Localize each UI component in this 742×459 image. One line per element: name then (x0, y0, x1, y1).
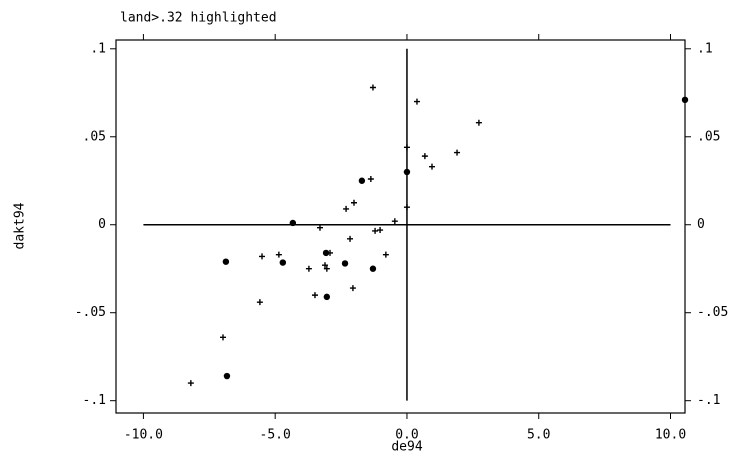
point (347, 235, 354, 242)
x-tick-label: 10.0 (655, 428, 686, 443)
chart-title: land>.32 highlighted (120, 11, 277, 26)
point (372, 227, 379, 234)
highlighted-point (403, 168, 411, 176)
y2-tick-label: -.1 (697, 393, 720, 408)
highlighted-point (222, 258, 230, 265)
y2-tick-label: -.05 (697, 305, 728, 320)
plot-frame (115, 39, 686, 414)
highlighted-point (322, 249, 330, 257)
point (350, 199, 357, 206)
highlighted-point (369, 265, 377, 272)
point (259, 253, 266, 260)
point (454, 149, 461, 156)
point (316, 224, 323, 231)
y-tick-label: 0 (98, 217, 106, 232)
point (475, 119, 482, 126)
y-tick-label: .1 (90, 41, 106, 56)
x-tick-label: 5.0 (527, 428, 550, 443)
y2-tick-label: 0 (697, 217, 705, 232)
point (321, 262, 328, 269)
y-tick-label: -.05 (75, 305, 106, 320)
point (377, 227, 384, 234)
point (369, 84, 376, 91)
point (311, 292, 318, 299)
y-tick-label: .05 (83, 129, 106, 144)
point (367, 175, 374, 182)
highlighted-point (358, 177, 366, 184)
x-tick-label: -10.0 (124, 428, 163, 443)
point (421, 153, 428, 160)
point (413, 98, 420, 105)
point (403, 204, 410, 211)
highlighted-point (681, 96, 689, 104)
point (323, 265, 330, 272)
highlighted-point (341, 260, 349, 267)
point (220, 334, 226, 341)
highlighted-point (223, 372, 231, 380)
point (349, 285, 356, 292)
point (305, 265, 312, 272)
point (275, 251, 282, 258)
point (256, 299, 263, 306)
x-tick-label: 0.0 (395, 428, 418, 443)
y-tick-label: -.1 (83, 393, 106, 408)
point (187, 380, 194, 387)
point (382, 251, 389, 258)
highlighted-point (279, 259, 287, 266)
point (391, 218, 398, 225)
highlighted-point (289, 219, 297, 227)
highlighted-point (323, 293, 331, 301)
point (343, 205, 350, 212)
point (403, 144, 410, 151)
point (428, 163, 435, 170)
y-axis-label: dakt94 (13, 202, 28, 249)
y2-tick-label: .1 (697, 41, 713, 56)
x-tick-label: -5.0 (260, 428, 291, 443)
x-axis-label: de94 (391, 440, 422, 455)
y2-tick-label: .05 (697, 129, 720, 144)
